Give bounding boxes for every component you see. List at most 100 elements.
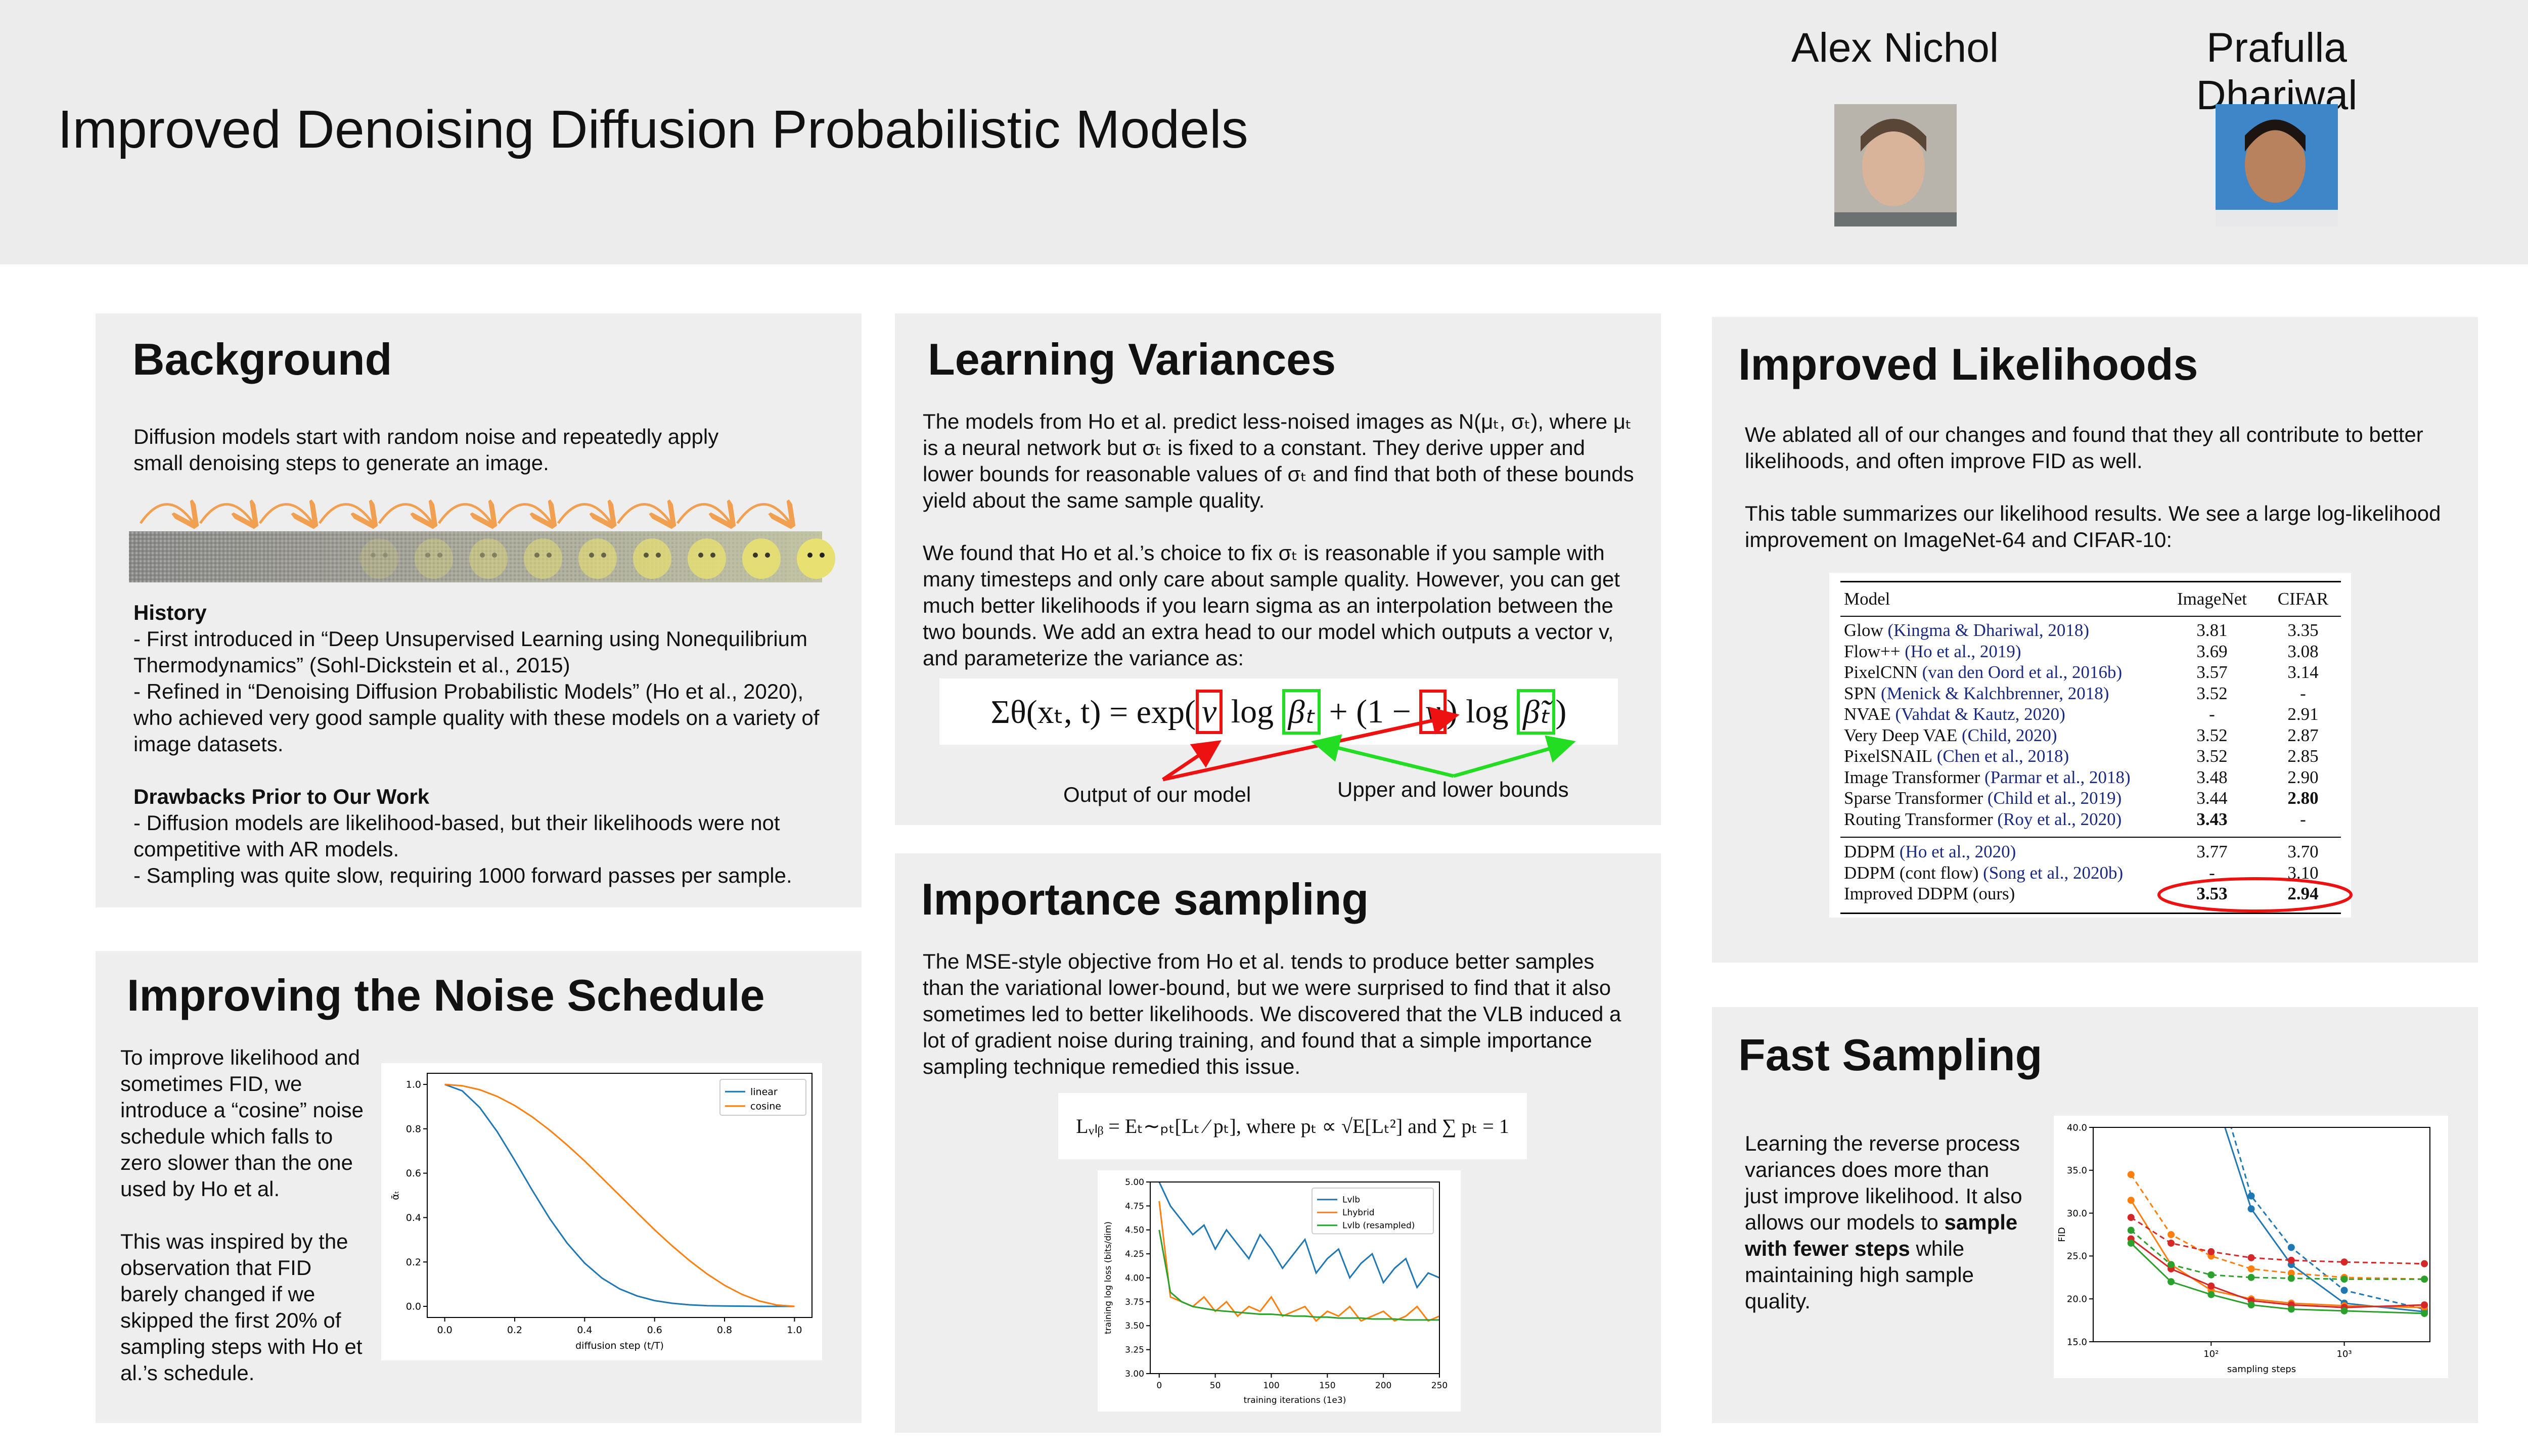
table-header: ImageNet [2177, 589, 2247, 609]
citation: (Parmar et al., 2018) [1984, 767, 2131, 787]
model-name: PixelCNN [1844, 662, 1918, 682]
equation-part: Σθ(xₜ, t) = exp( [990, 693, 1196, 731]
annotation: Upper and lower bounds [1337, 778, 1569, 801]
chick [797, 538, 835, 579]
series-marker [2340, 1307, 2348, 1314]
chick [633, 538, 671, 579]
text-run: sample with fewer steps [1745, 1210, 2018, 1260]
table-rule [1840, 581, 2341, 582]
panel [96, 313, 862, 907]
citation: (van den Oord et al., 2016b) [1922, 662, 2123, 682]
table-header: CIFAR [2277, 589, 2329, 609]
series-marker [2287, 1244, 2295, 1251]
x-tick-label: 150 [1319, 1381, 1335, 1391]
cifar-cell: 2.91 [2287, 704, 2319, 724]
highlight-ellipse [2157, 877, 2353, 913]
y-axis-label: training log loss (bits/dim) [1103, 1221, 1113, 1334]
y-axis-label: ᾱₜ [390, 1191, 401, 1200]
imagenet-cell: 3.48 [2196, 767, 2228, 787]
equation-part: β̃ₜ [1516, 689, 1556, 735]
citation: (Ho et al., 2019) [1905, 641, 2021, 661]
chick-eye [425, 553, 430, 558]
model-name: Image Transformer [1844, 767, 1980, 787]
equation-part: v [1195, 689, 1223, 734]
model-cell: Flow++ (Ho et al., 2019) [1844, 642, 2021, 662]
citation: (Song et al., 2020b) [1983, 862, 2124, 883]
cifar-cell: 3.08 [2287, 641, 2319, 661]
y-tick-label: 20.0 [2067, 1294, 2087, 1305]
legend-label: linear [750, 1086, 778, 1098]
y-tick-label: 0.0 [406, 1301, 421, 1312]
y-tick-label: 40.0 [2067, 1122, 2087, 1133]
text-block: History - First introduced in “Deep Unsu… [133, 600, 836, 889]
citation: (Roy et al., 2020) [1997, 809, 2122, 829]
model-cell: NVAE (Vahdat & Kautz, 2020) [1844, 704, 2065, 724]
cifar-cell: 2.80 [2287, 788, 2319, 808]
model-cell: DDPM (cont flow) (Song et al., 2020b) [1844, 863, 2123, 883]
chick-eye [383, 553, 388, 558]
equation: Σθ(xₜ, t) = exp(v log βₜ + (1 − v) log β… [939, 678, 1618, 745]
denoising-steps [139, 505, 835, 579]
model-name: NVAE [1844, 704, 1891, 724]
model-cell: PixelCNN (van den Oord et al., 2016b) [1844, 662, 2122, 682]
step-arrow [378, 505, 432, 524]
chick-eye [601, 553, 606, 558]
series-line [444, 1083, 795, 1307]
y-tick-label: 4.75 [1125, 1201, 1144, 1211]
equation-part: ) [1555, 693, 1567, 730]
series-marker [2207, 1291, 2215, 1298]
axes-frame [427, 1073, 812, 1318]
x-tick-label: 100 [1263, 1381, 1279, 1391]
chick-eye [437, 553, 442, 558]
series-marker [2247, 1273, 2255, 1281]
paragraph: This table summarizes our likelihood res… [1745, 502, 2441, 552]
citation: (Chen et al., 2018) [1936, 746, 2069, 766]
series-marker [2421, 1310, 2428, 1317]
chick [524, 538, 562, 579]
series-marker [2247, 1301, 2255, 1309]
series-line [1158, 1182, 1439, 1289]
x-tick-label: 0.4 [577, 1325, 592, 1336]
model-cell: Image Transformer (Parmar et al., 2018) [1844, 767, 2131, 788]
section-heading: Fast Sampling [1738, 1030, 2043, 1080]
chick [742, 538, 781, 579]
imagenet-cell: 3.52 [2196, 746, 2228, 766]
y-tick-label: 3.25 [1125, 1345, 1144, 1355]
x-tick-label: 10² [2203, 1349, 2219, 1359]
poster-title: Improved Denoising Diffusion Probabilist… [58, 100, 1248, 159]
series-line [444, 1083, 795, 1307]
y-tick-label: 0.8 [406, 1123, 421, 1134]
chick-eye [492, 553, 497, 558]
section-heading: Learning Variances [928, 334, 1336, 384]
model-cell: Sparse Transformer (Child et al., 2019) [1844, 788, 2121, 808]
chick [578, 538, 617, 579]
model-name: Routing Transformer [1844, 809, 1993, 829]
chick-eye [547, 553, 552, 558]
y-tick-label: 3.50 [1125, 1321, 1144, 1331]
y-tick-label: 4.00 [1125, 1273, 1144, 1283]
axes-frame [2093, 1127, 2430, 1342]
results-table: Model ImageNet CIFAR Glow (Kingma & Dhariwa… [1829, 573, 2351, 918]
y-tick-label: 0.6 [406, 1168, 421, 1179]
cifar-cell: 3.35 [2287, 620, 2319, 640]
text-run: Learning the reverse process variances d… [1745, 1131, 2022, 1234]
chick-eye [644, 553, 649, 558]
step-arrow [736, 505, 790, 524]
x-axis-label: training iterations (1e3) [1244, 1395, 1346, 1405]
y-tick-label: 5.00 [1125, 1177, 1144, 1188]
arrow [1453, 735, 1576, 778]
y-tick-label: 15.0 [2067, 1337, 2087, 1347]
imagenet-cell: 3.43 [2196, 809, 2228, 829]
model-name: Glow [1844, 620, 1883, 640]
model-name: PixelSNAIL [1844, 746, 1932, 766]
model-cell: Glow (Kingma & Dhariwal, 2018) [1844, 620, 2089, 641]
imagenet-cell: 3.53 [2196, 884, 2228, 903]
equation-part: log [1223, 693, 1282, 730]
legend-label: cosine [750, 1101, 781, 1112]
step-arrow [199, 505, 253, 524]
series-marker [2247, 1192, 2255, 1200]
series-marker [2127, 1239, 2135, 1247]
author-photo-hair [2245, 119, 2306, 152]
